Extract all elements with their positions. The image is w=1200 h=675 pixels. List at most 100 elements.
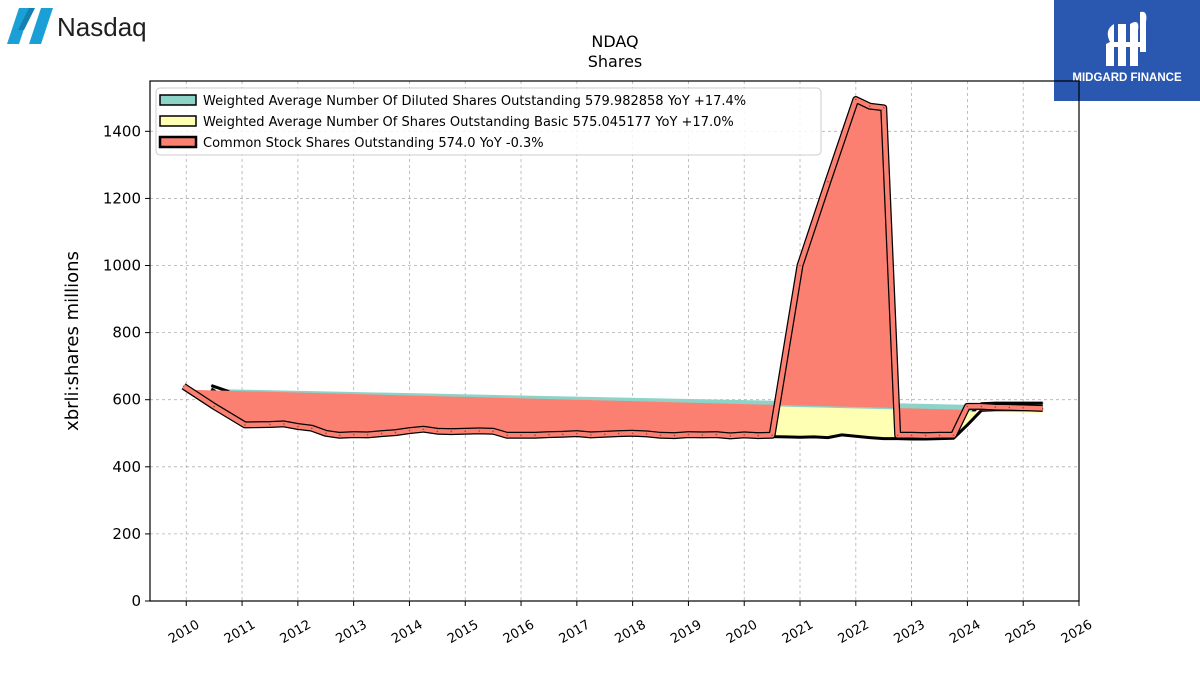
common-shares-point [938, 434, 941, 437]
legend-entry: Common Stock Shares Outstanding 574.0 Yo… [203, 136, 544, 151]
common-shares-point [366, 434, 369, 436]
basic-shares-point [785, 436, 787, 438]
x-tick-label: 2026 [1059, 617, 1095, 647]
x-tick-label: 2016 [501, 617, 537, 647]
common-shares-point [283, 423, 285, 425]
common-shares-point [771, 434, 773, 437]
common-shares-point [182, 385, 185, 388]
midgard-logo-mark: MIDGARD FINANCE [1072, 11, 1182, 84]
chart-title: NDAQ [591, 32, 638, 51]
basic-shares-point [841, 434, 843, 436]
x-tick-label: 2014 [389, 617, 425, 647]
basic-shares-point [882, 437, 885, 440]
midgard-finance-logo: MIDGARD FINANCE [1054, 0, 1200, 101]
common-shares-point [450, 430, 453, 433]
legend-entry: Weighted Average Number Of Shares Outsta… [203, 115, 734, 130]
common-shares-point [408, 429, 411, 432]
y-tick-label: 800 [112, 324, 141, 342]
legend-swatch [159, 115, 197, 127]
basic-shares-point [813, 436, 815, 438]
common-shares-point [966, 405, 969, 408]
common-shares-point [924, 434, 927, 437]
common-shares-point [617, 432, 620, 435]
common-shares-point [743, 434, 745, 436]
common-shares-point [352, 433, 355, 436]
common-shares-point [729, 435, 732, 437]
midgard-logo-text: MIDGARD FINANCE [1072, 72, 1182, 84]
y-tick-label: 600 [112, 391, 141, 409]
axis-ticks: 2010 2011 2012 2013 2014 2015 2016 2017 2018 2019… [103, 122, 1095, 647]
common-shares-point [603, 433, 606, 436]
basic-shares-point [827, 436, 829, 439]
x-tick-label: 2023 [891, 617, 927, 647]
common-shares-point [645, 433, 648, 435]
common-shares-point [1008, 406, 1011, 409]
grid [150, 81, 1080, 602]
y-tick-label: 0 [131, 592, 141, 610]
common-shares-point [896, 434, 899, 437]
diluted-shares-point [1008, 402, 1011, 404]
common-shares-point [1022, 407, 1024, 409]
x-tick-label: 2018 [612, 617, 648, 647]
basic-shares-point [799, 436, 801, 439]
common-shares-point [952, 434, 955, 437]
common-shares-point [757, 434, 759, 437]
common-shares-point [492, 430, 494, 433]
common-shares-point [297, 425, 299, 428]
y-axis-label: xbrli:shares millions [62, 251, 83, 431]
common-shares-point [338, 434, 341, 437]
common-shares-point [882, 107, 885, 109]
common-shares-point [715, 433, 718, 436]
y-tick-label: 1200 [103, 189, 141, 207]
x-tick-label: 2021 [780, 617, 816, 647]
common-shares-point [380, 432, 383, 435]
y-tick-label: 1400 [103, 122, 141, 140]
legend-swatch [159, 94, 197, 106]
common-shares-point [701, 434, 704, 436]
x-tick-label: 2017 [557, 617, 593, 647]
x-tick-label: 2024 [947, 617, 983, 647]
common-shares-point [562, 433, 564, 436]
series-areas [181, 96, 1044, 441]
common-shares-point [994, 406, 997, 408]
common-shares-point [269, 423, 271, 426]
nasdaq-logo-text: Nasdaq [57, 12, 147, 42]
common-shares-point [213, 405, 215, 408]
nasdaq-logo-mark: Nasdaq [7, 8, 147, 44]
basic-shares-point [855, 435, 857, 438]
x-tick-label: 2010 [166, 617, 202, 647]
basic-shares-point [869, 436, 871, 439]
plot-frame [149, 80, 1080, 602]
x-tick-label: 2011 [222, 617, 258, 647]
y-tick-label: 1000 [103, 257, 141, 275]
common-shares-point [534, 434, 536, 437]
diluted-shares-point [210, 384, 213, 387]
common-shares-point [869, 105, 871, 107]
x-tick-label: 2025 [1003, 617, 1039, 647]
diluted-shares-point [1041, 402, 1044, 404]
common-shares-point [576, 432, 578, 435]
common-shares-point [394, 431, 397, 434]
diluted-shares-point [1022, 402, 1024, 404]
common-shares-point [980, 405, 983, 408]
common-shares-point [855, 98, 857, 101]
basic-shares-point [966, 424, 969, 426]
common-shares-point [659, 434, 662, 437]
common-shares-point [422, 428, 425, 431]
y-tick-label: 400 [112, 458, 141, 476]
common-shares-point [590, 434, 592, 436]
chart-subtitle: Shares [588, 52, 643, 71]
legend-entry: Weighted Average Number Of Diluted Share… [203, 94, 746, 109]
common-shares-point [520, 434, 522, 437]
diluted-shares-point [994, 402, 997, 404]
common-shares-point [631, 432, 634, 435]
x-tick-label: 2022 [836, 617, 872, 647]
common-shares-point [506, 434, 508, 437]
x-tick-label: 2020 [724, 617, 760, 647]
nasdaq-logo: Nasdaq [5, 4, 165, 48]
basic-shares-point [210, 388, 213, 390]
common-shares-point [673, 434, 676, 437]
common-shares-point [325, 432, 327, 435]
common-shares-point [910, 434, 913, 437]
